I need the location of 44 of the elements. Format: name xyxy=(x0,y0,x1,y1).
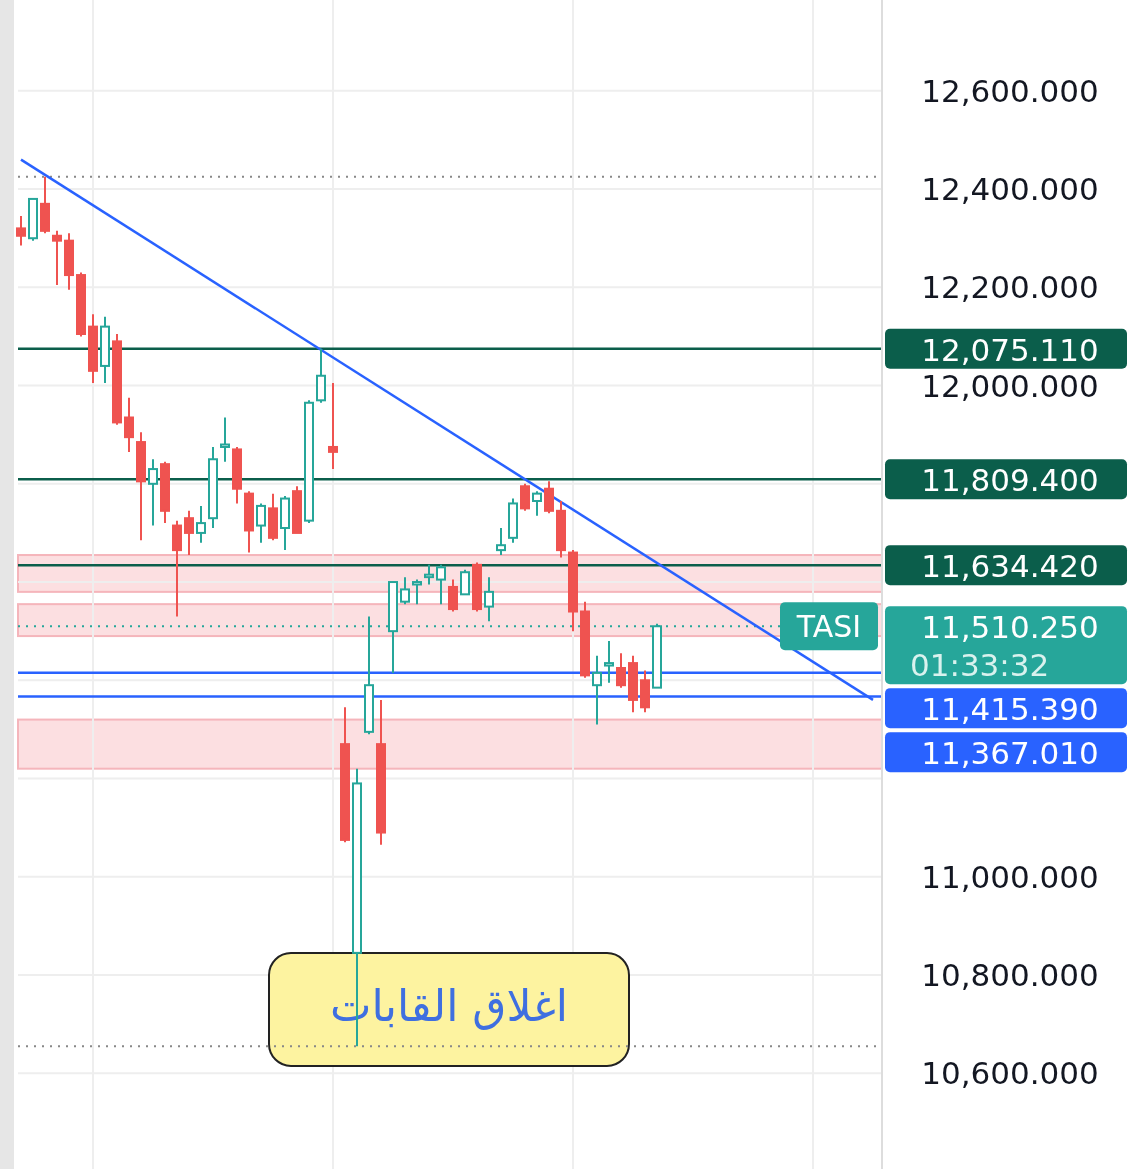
candlestick xyxy=(124,396,134,453)
candlestick xyxy=(400,576,410,606)
candlestick xyxy=(460,568,470,596)
ref-line-label: 11,367.010 xyxy=(921,735,1099,772)
y-tick-label: 10,600.000 xyxy=(921,1055,1099,1092)
annotation: TASI xyxy=(795,608,862,644)
y-tick-label: 12,200.000 xyxy=(921,269,1099,306)
candlestick xyxy=(184,509,194,557)
candlestick xyxy=(424,563,434,586)
ref-line-label: 11,510.250 xyxy=(921,609,1099,646)
badge: 11,634.420 xyxy=(885,545,1127,586)
candlestick xyxy=(448,578,458,613)
candlestick xyxy=(532,490,542,517)
candlestick xyxy=(592,654,602,726)
badge: 11,415.390 xyxy=(885,688,1127,729)
badge: 11,510.250 01:33:32 xyxy=(885,606,1127,685)
candlestick xyxy=(604,639,614,684)
y-tick-label: 12,600.000 xyxy=(921,72,1099,109)
candlestick xyxy=(436,563,446,606)
candlestick xyxy=(16,215,26,247)
candlestick xyxy=(256,502,266,544)
y-tick-label: 11,000.000 xyxy=(921,858,1099,895)
y-tick-label: 12,000.000 xyxy=(921,367,1099,404)
badge: 11,367.010 xyxy=(885,732,1127,773)
candlestick xyxy=(520,482,530,512)
ref-line-label: 12,075.110 xyxy=(921,331,1099,368)
candlestick xyxy=(484,576,494,623)
candlestick xyxy=(496,527,506,557)
candlestick xyxy=(616,652,626,689)
symbol-tag: TASI xyxy=(780,602,878,651)
candlestick xyxy=(52,229,62,286)
badge: 12,075.110 xyxy=(885,328,1127,369)
candlestick xyxy=(196,504,206,544)
ref-line-label: 11,809.400 xyxy=(921,462,1099,499)
ref-line-label: 11,634.420 xyxy=(921,548,1099,585)
badge: 11,809.400 xyxy=(885,459,1127,500)
candlestick xyxy=(220,416,230,463)
y-tick-label: 10,800.000 xyxy=(921,956,1099,993)
candlestick xyxy=(148,458,158,527)
candlestick xyxy=(544,480,554,515)
candlestick xyxy=(412,578,422,606)
y-tick-label: 12,400.000 xyxy=(921,171,1099,208)
candlestick xyxy=(328,382,338,471)
ref-line-label: 11,415.390 xyxy=(921,691,1099,728)
